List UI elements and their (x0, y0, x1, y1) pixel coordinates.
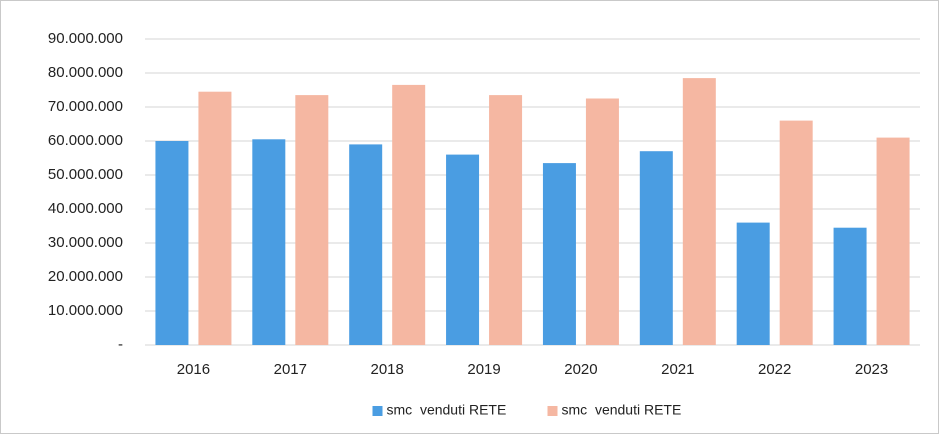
x-tick-label: 2017 (274, 361, 307, 378)
y-tick-label: 60.000.000 (48, 132, 123, 149)
bar (295, 95, 329, 345)
x-tick-label: 2016 (177, 361, 210, 378)
bar (736, 222, 770, 345)
bar (833, 227, 867, 345)
legend-swatch (547, 406, 558, 416)
x-tick-label: 2018 (371, 361, 404, 378)
legend-swatch (372, 406, 383, 416)
bar (198, 91, 232, 345)
x-tick-label: 2019 (467, 361, 500, 378)
y-tick-label: 30.000.000 (48, 234, 123, 251)
bar (876, 137, 910, 345)
legend-label: smc venduti RETE (562, 402, 682, 418)
bar (639, 151, 673, 345)
legend-label: smc venduti RETE (387, 402, 507, 418)
x-tick-label: 2021 (661, 361, 694, 378)
bar (155, 141, 189, 345)
bar (252, 139, 286, 345)
y-tick-label: 80.000.000 (48, 64, 123, 81)
bar (349, 144, 383, 345)
y-tick-label: 50.000.000 (48, 166, 123, 183)
bar (585, 98, 619, 345)
bar (392, 84, 426, 346)
bar (489, 95, 523, 345)
y-tick-label: 90.000.000 (48, 30, 123, 47)
y-tick-label: 20.000.000 (48, 268, 123, 285)
bar (682, 78, 716, 345)
bar (446, 154, 480, 345)
x-tick-label: 2022 (758, 361, 791, 378)
bar (542, 163, 576, 345)
x-tick-label: 2023 (855, 361, 888, 378)
y-tick-label: 10.000.000 (48, 302, 123, 319)
y-tick-label: 40.000.000 (48, 200, 123, 217)
y-tick-label: 70.000.000 (48, 98, 123, 115)
x-tick-label: 2020 (564, 361, 597, 378)
bar (779, 120, 813, 345)
y-tick-label: - (118, 336, 123, 353)
